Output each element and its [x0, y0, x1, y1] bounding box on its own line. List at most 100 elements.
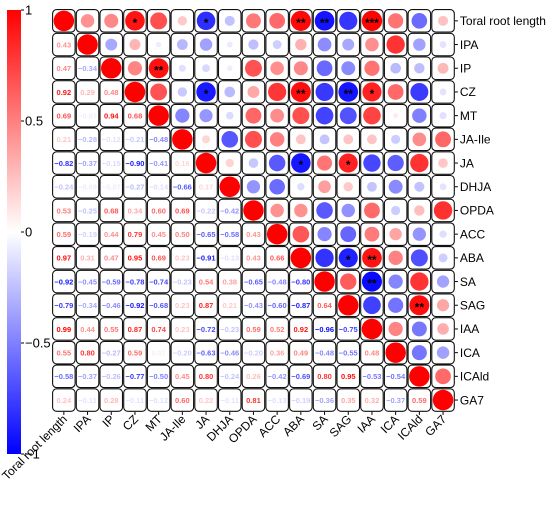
corr-value: 0.87	[199, 301, 214, 310]
corr-value: −0.25	[78, 206, 97, 215]
corr-cell: 0.95	[123, 246, 147, 270]
cell-frame	[52, 151, 76, 175]
cell-frame	[194, 246, 218, 270]
row-label: IAA	[460, 322, 479, 336]
corr-circle	[410, 272, 429, 291]
corr-cell	[431, 340, 455, 365]
cell-frame	[146, 340, 171, 365]
corr-circle	[295, 38, 307, 51]
corr-circle	[150, 12, 168, 30]
corr-value: 0.59	[57, 230, 72, 239]
cell-frame	[170, 388, 195, 412]
cell-frame	[52, 222, 76, 246]
cell-frame	[194, 364, 218, 389]
corr-circle	[364, 202, 380, 219]
corr-value: −0.96	[315, 325, 334, 334]
corr-value: 0.49	[294, 348, 309, 357]
corr-cell: −0.23	[217, 317, 242, 341]
corr-cell: 0.69	[52, 103, 76, 128]
corr-circle	[437, 62, 449, 74]
corr-value: 0.45	[151, 230, 166, 239]
corr-value: −0.42	[268, 372, 287, 381]
corr-cell: −0.58	[52, 364, 76, 389]
corr-cell	[336, 9, 361, 33]
corr-circle	[367, 181, 377, 192]
corr-circle	[388, 179, 403, 194]
cell-frame	[123, 246, 147, 270]
corr-cell: −0.48	[146, 127, 171, 152]
corr-circle	[341, 203, 355, 218]
cell-frame	[123, 103, 147, 128]
corr-cell: −0.54	[383, 364, 408, 389]
corr-value: −0.07	[102, 183, 121, 192]
corr-cell: *	[194, 9, 218, 33]
corr-cell: 0.47	[52, 56, 76, 81]
corr-cell	[99, 56, 124, 81]
corr-circle	[155, 41, 162, 48]
corr-value: −0.07	[78, 111, 97, 120]
corr-cell: 0.43	[241, 222, 266, 246]
corr-cell	[431, 174, 455, 199]
cell-frame	[99, 103, 124, 128]
corr-circle	[225, 111, 234, 120]
corr-value: −0.37	[78, 372, 97, 381]
corr-value: 0.34	[128, 206, 143, 215]
column-label: ABA	[280, 412, 307, 439]
corr-value: 0.07	[151, 348, 166, 357]
corr-cell: −0.20	[170, 340, 195, 365]
corr-cell	[407, 246, 432, 270]
corr-circle	[409, 366, 430, 387]
corr-value: 0.23	[175, 325, 190, 334]
corr-circle	[342, 38, 355, 51]
corr-circle	[290, 81, 311, 102]
corr-cell	[383, 269, 408, 294]
row-label: JA	[460, 156, 474, 170]
cell-frame	[170, 340, 195, 365]
corr-value: −0.26	[102, 372, 121, 381]
cell-frame	[75, 151, 100, 175]
corr-cell: 0.45	[146, 222, 171, 246]
corr-circle	[433, 201, 453, 220]
cell-frame	[99, 269, 124, 294]
corr-circle	[411, 13, 428, 29]
corr-value: −0.65	[244, 277, 263, 286]
corr-cell: −0.69	[289, 364, 313, 389]
corr-value: 0.29	[80, 88, 95, 97]
corr-circle	[177, 16, 188, 26]
corr-circle	[270, 203, 284, 218]
corr-circle	[195, 152, 217, 174]
corr-cell: −0.12	[99, 127, 124, 152]
corr-cell: −0.25	[75, 198, 100, 223]
corr-cell: 0.47	[99, 246, 124, 270]
cell-frame	[241, 293, 266, 318]
corr-value: −0.48	[268, 277, 287, 286]
cell-frame	[52, 198, 76, 223]
cell-frame	[265, 364, 289, 389]
column-label: ICAld	[395, 412, 426, 443]
corr-cell: 0.69	[146, 246, 171, 270]
corr-cell: −0.11	[123, 388, 147, 412]
corr-cell	[431, 9, 455, 33]
corr-cell	[407, 151, 432, 175]
cell-frame	[52, 293, 76, 318]
significance-mark: **	[296, 16, 306, 30]
corr-value: 0.47	[104, 254, 119, 263]
corr-circle	[101, 58, 122, 79]
cell-frame	[170, 364, 195, 389]
row-label: ICAld	[460, 370, 489, 384]
corr-circle	[414, 63, 425, 74]
corr-circle	[199, 38, 213, 51]
corr-cell: 0.59	[407, 388, 432, 412]
cell-frame	[336, 340, 361, 365]
cell-frame	[52, 32, 76, 57]
cell-frame	[289, 293, 313, 318]
corr-cell: −0.15	[99, 151, 124, 175]
corr-cell	[312, 103, 337, 128]
corr-circle	[202, 64, 211, 73]
corr-cell	[336, 293, 361, 318]
cell-frame	[146, 388, 171, 412]
corr-value: −0.19	[78, 230, 97, 239]
corr-cell: 0.92	[52, 80, 76, 104]
corr-circle	[80, 14, 95, 28]
